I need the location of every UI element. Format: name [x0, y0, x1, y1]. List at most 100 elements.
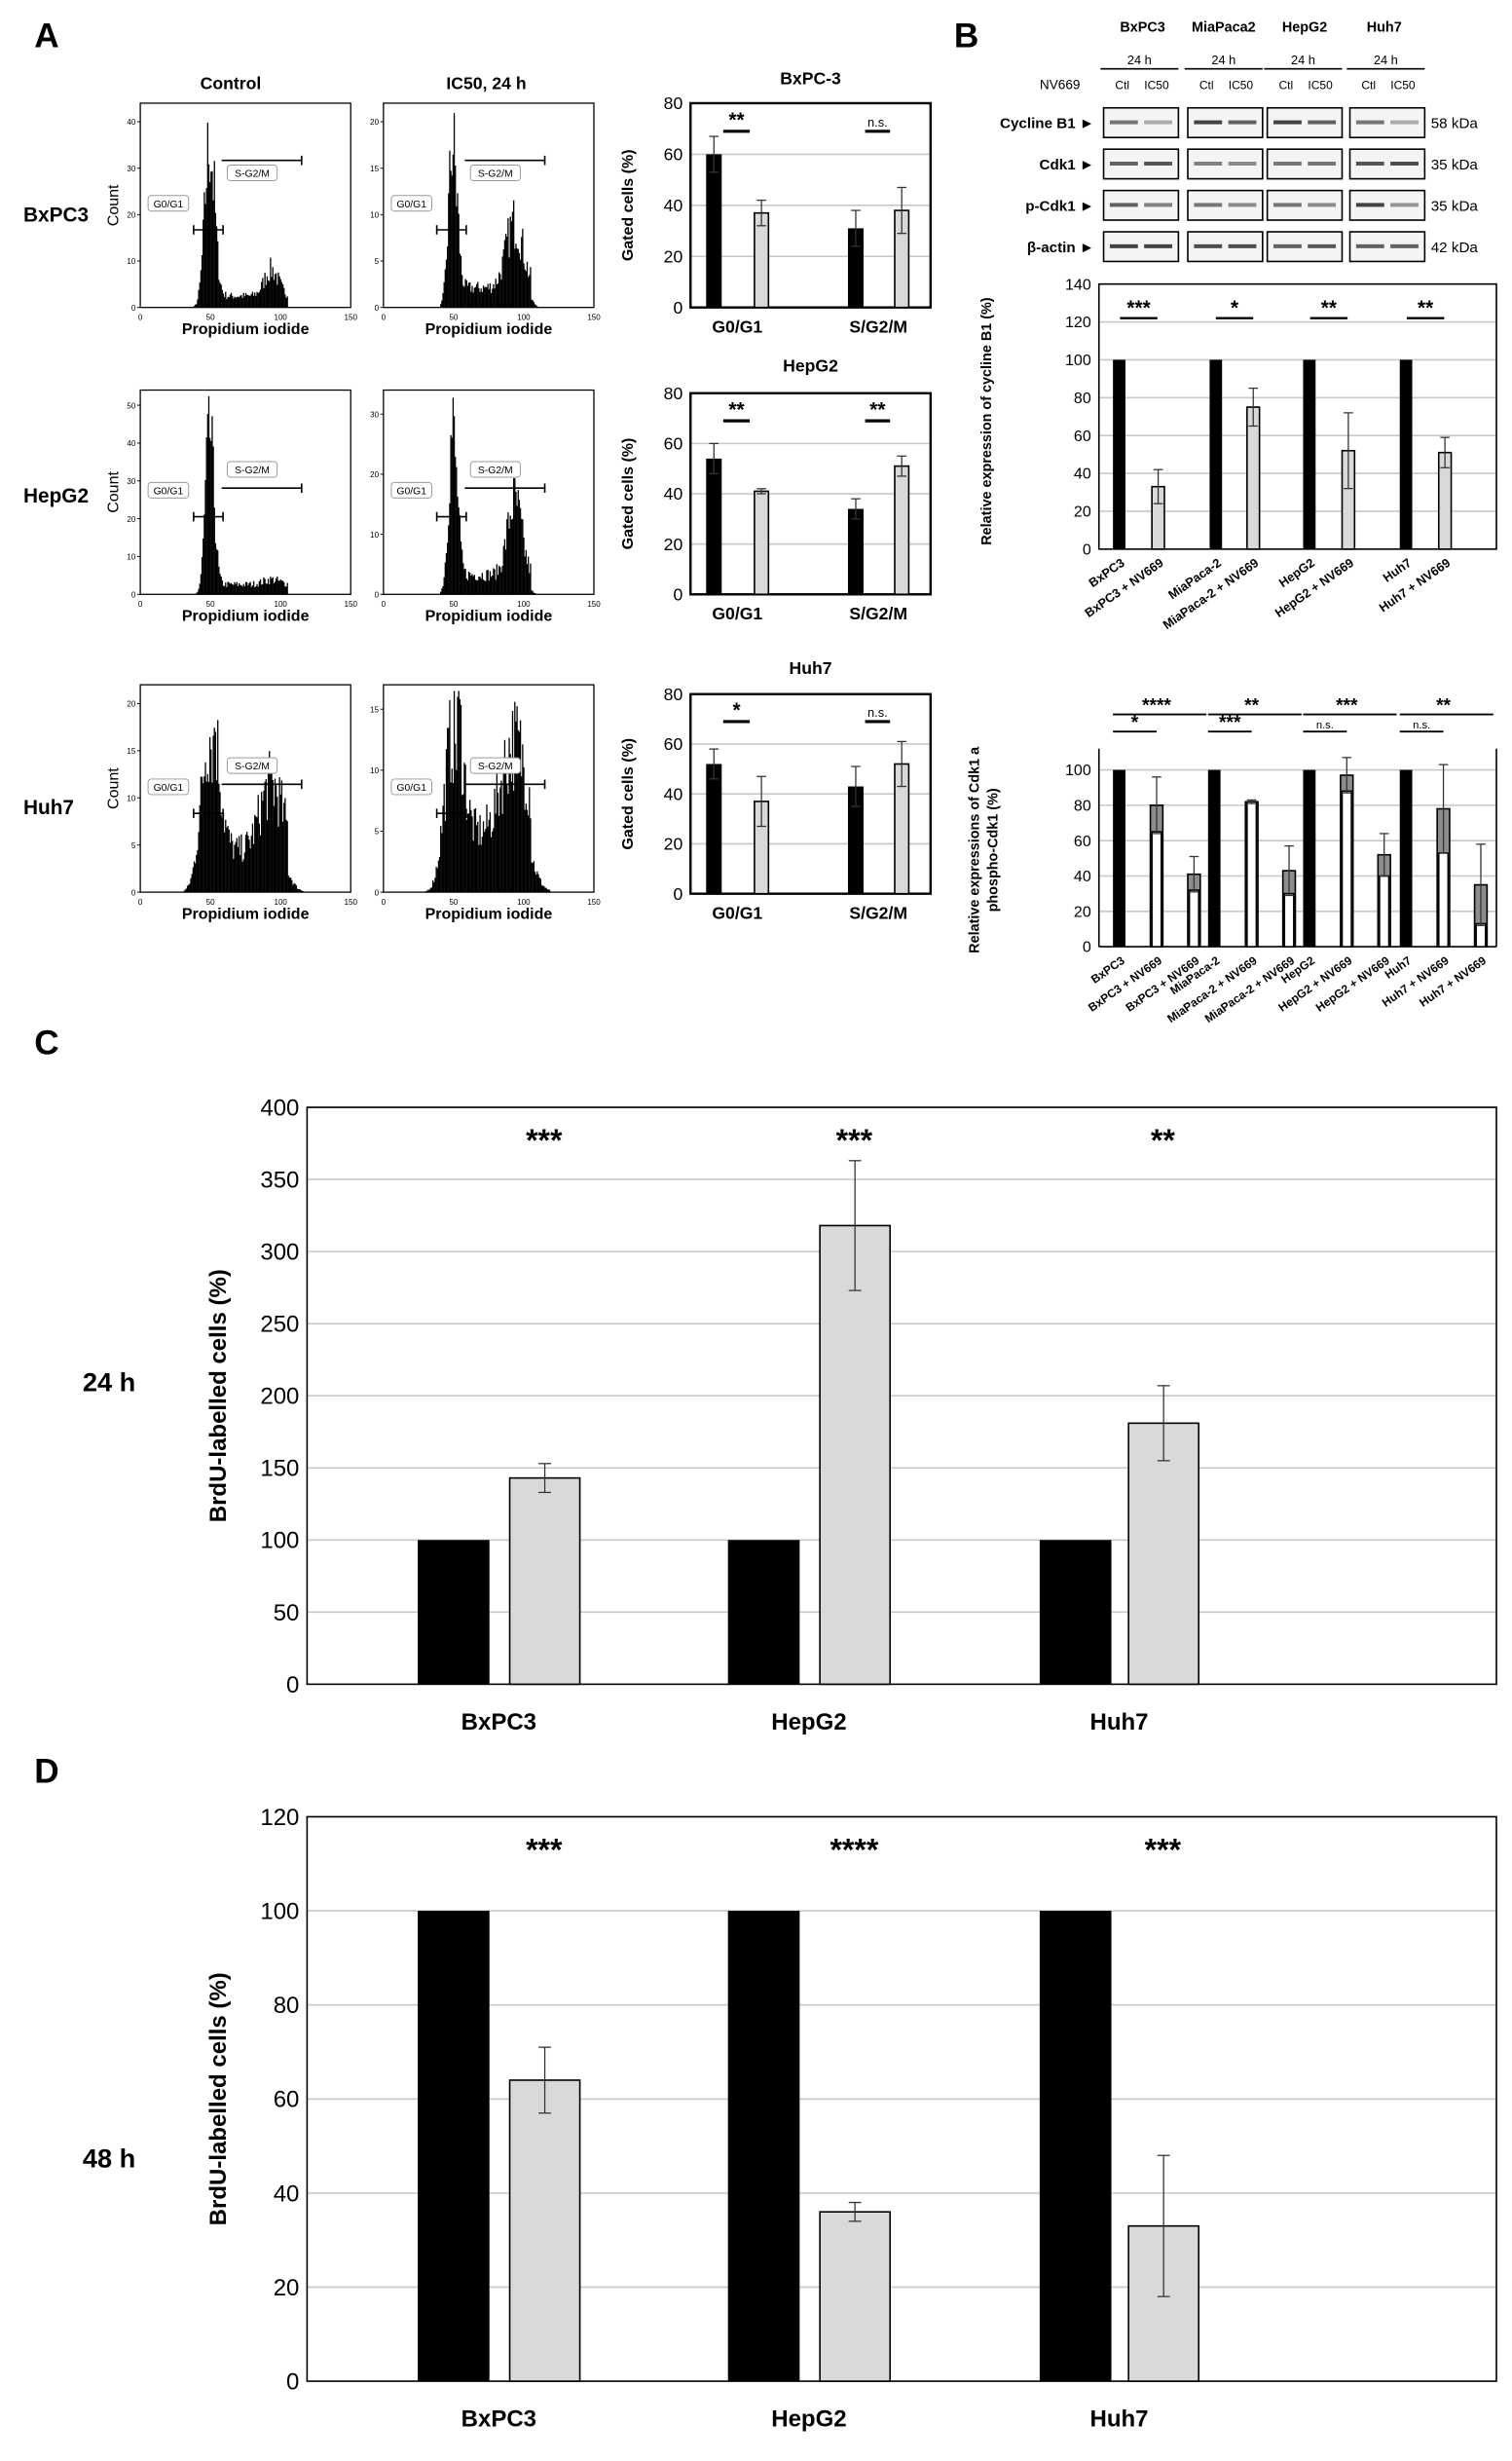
- histogram-bin: [444, 821, 446, 893]
- gated-cells-chart-hepg2: 0 20 40 60 80 HepG2 Gated cells (%) G0/G1 ** S/G2…: [620, 355, 933, 623]
- bar-control: [1303, 769, 1316, 948]
- histogram-bin: [220, 284, 222, 308]
- histogram-bin: [489, 283, 492, 308]
- histogram-bin: [221, 289, 223, 308]
- histogram-bin: [222, 585, 225, 595]
- histogram-bin: [526, 809, 529, 893]
- blot-box: [1102, 148, 1180, 180]
- histogram-bin: [488, 288, 490, 308]
- bar-inner: [1246, 801, 1258, 948]
- histogram-bin: [502, 545, 504, 595]
- bar-treated: [1246, 406, 1261, 550]
- histogram-bin: [493, 283, 495, 308]
- histogram-bin: [495, 579, 497, 595]
- blot-lane-ic50: IC50: [1390, 79, 1416, 93]
- histogram-bin: [261, 584, 263, 595]
- histogram-bin: [501, 256, 503, 308]
- blot-lane-ctl: Ctl: [1279, 79, 1294, 93]
- histogram-bin: [226, 299, 228, 308]
- histogram-bin: [190, 877, 192, 893]
- histogram-bin: [204, 204, 206, 308]
- blot-band: [1194, 203, 1223, 207]
- plot-frame: [1097, 282, 1497, 550]
- histogram-bin: [429, 887, 432, 893]
- blot-row-label: p-Cdk1 ►: [1025, 198, 1094, 214]
- bar-control: [1113, 359, 1125, 549]
- x-category-label: S/G2/M: [849, 317, 907, 336]
- bar-inner: [1283, 892, 1295, 948]
- blot-band: [1355, 120, 1384, 125]
- panel-label-a: A: [34, 17, 58, 55]
- histogram-bin: [444, 269, 446, 308]
- bar-treated: [508, 1476, 581, 1686]
- bar-control: [1209, 359, 1223, 549]
- significance-label: *: [1231, 297, 1239, 319]
- y-tick-label: 350: [260, 1167, 299, 1193]
- histogram-bin: [247, 294, 249, 308]
- histogram-bin: [226, 827, 228, 893]
- histogram-bin: [244, 581, 247, 595]
- histogram-bin: [221, 580, 223, 595]
- x-tick-label: 100: [517, 600, 531, 609]
- x-tick-label: 100: [275, 600, 288, 609]
- histogram-bin: [213, 507, 215, 595]
- x-tick-label: 50: [449, 898, 458, 907]
- x-category-label: Huh7: [1090, 2405, 1149, 2432]
- histogram-bin: [446, 542, 449, 595]
- blot-band: [1109, 203, 1138, 207]
- cdk1-phospho-chart: 0 20 40 60 80 100 Relative expressions of Cdk1…: [967, 695, 1497, 1025]
- histogram-bin: [461, 549, 463, 595]
- y-tick-label: 0: [131, 304, 136, 313]
- histogram-bin: [524, 809, 526, 893]
- histogram-bin: [250, 586, 252, 595]
- histogram-bin: [461, 275, 463, 308]
- blot-cell-line-hepg2: HepG2: [1282, 19, 1327, 35]
- histogram-bin: [470, 576, 472, 595]
- histogram-bin: [492, 575, 494, 595]
- histogram-bin: [533, 302, 535, 308]
- histogram-bin: [511, 211, 514, 308]
- histogram-bin: [495, 279, 497, 308]
- histogram-bin: [436, 868, 438, 893]
- histogram-bin: [235, 297, 237, 308]
- histogram-bin: [264, 273, 266, 308]
- histogram-bin: [522, 228, 524, 308]
- blot-band: [1228, 161, 1257, 166]
- blot-size-label: 35 kDa: [1431, 157, 1479, 173]
- histogram-bin: [446, 246, 449, 308]
- histogram-bin: [254, 587, 256, 595]
- significance-label: ***: [1219, 713, 1241, 733]
- histogram-bin: [195, 304, 197, 308]
- y-tick-label: 30: [127, 477, 135, 486]
- significance-label: **: [1321, 297, 1338, 319]
- histogram-bin: [230, 582, 233, 595]
- histogram-bin: [523, 537, 525, 595]
- y-tick-label: 20: [127, 515, 135, 524]
- histogram-bin: [261, 792, 263, 893]
- x-tick-label: 50: [206, 898, 215, 907]
- histogram-bin: [281, 283, 284, 308]
- y-tick-label: 100: [260, 1528, 299, 1554]
- histogram-bin: [525, 549, 527, 595]
- histogram-bin: [273, 805, 276, 893]
- histogram-bin: [184, 889, 186, 893]
- histogram-bin: [259, 578, 262, 595]
- bar-control: [1039, 1911, 1112, 2382]
- histogram-bin: [474, 579, 477, 595]
- y-tick-label: 20: [370, 118, 379, 127]
- blot-cell-line-huh7: Huh7: [1367, 19, 1402, 35]
- histogram-bin: [480, 288, 482, 308]
- histogram-bin: [214, 212, 217, 308]
- histogram-bin: [223, 296, 226, 308]
- bar-control: [1207, 769, 1221, 948]
- histogram-bin: [225, 819, 227, 893]
- histogram-bin: [278, 777, 280, 893]
- histogram-bin: [444, 562, 446, 595]
- histogram-bin: [453, 416, 456, 595]
- histogram-bin: [227, 296, 229, 308]
- histogram-bin: [529, 275, 531, 308]
- histogram-bin: [471, 816, 473, 893]
- histogram-bin: [478, 844, 480, 893]
- histogram-bin: [484, 832, 486, 893]
- histogram-bin: [301, 890, 303, 893]
